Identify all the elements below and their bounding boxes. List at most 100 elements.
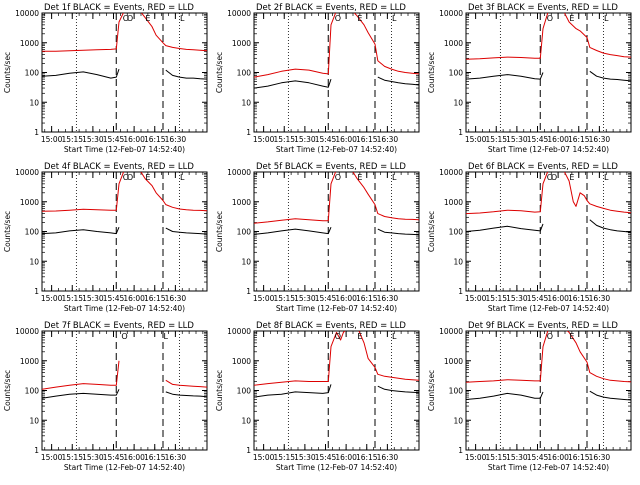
top-marker: O xyxy=(335,173,341,182)
y-tick-label: 100 xyxy=(237,69,252,78)
chart-title: Det 1f BLACK = Events, RED = LLD xyxy=(44,3,194,13)
top-marker: O xyxy=(335,332,341,341)
y-axis-label: Counts/sec xyxy=(427,52,436,93)
x-tick-label: 16:30 xyxy=(165,453,187,462)
x-axis-label: Start Time (12-Feb-07 14:52:40) xyxy=(64,463,185,472)
y-axis-label: Counts/sec xyxy=(3,211,12,252)
top-marker: O xyxy=(547,173,553,182)
chart-title: Det 9f BLACK = Events, RED = LLD xyxy=(468,321,618,331)
series-line-lld xyxy=(254,172,419,224)
x-tick-label: 16:15 xyxy=(144,135,166,144)
top-marker: O xyxy=(547,332,553,341)
series-line-lld xyxy=(42,172,207,212)
x-tick-label: 16:30 xyxy=(377,294,399,303)
chart-title: Det 5f BLACK = Events, RED = LLD xyxy=(256,162,406,172)
x-tick-label: 15:30 xyxy=(294,135,316,144)
x-tick-label: 15:30 xyxy=(82,453,104,462)
top-marker: L xyxy=(604,332,609,341)
x-tick-label: 15:15 xyxy=(485,453,507,462)
series-line-lld xyxy=(466,13,631,60)
x-tick-label: 16:15 xyxy=(356,294,378,303)
x-tick-label: 15:45 xyxy=(315,453,337,462)
x-axis-label: Start Time (12-Feb-07 14:52:40) xyxy=(276,463,397,472)
series-layer xyxy=(42,172,207,235)
panel-4: Det 4f BLACK = Events, RED = LLD Counts/s… xyxy=(3,162,208,313)
top-marker: O xyxy=(551,173,557,182)
chart-title: Det 2f BLACK = Events, RED = LLD xyxy=(256,3,406,13)
x-axis-label: Start Time (12-Feb-07 14:52:40) xyxy=(64,304,185,313)
x-tick-label: 15:15 xyxy=(273,294,295,303)
y-tick-label: 100 xyxy=(237,387,252,396)
x-axis-label: Start Time (12-Feb-07 14:52:40) xyxy=(488,304,609,313)
top-marker: L xyxy=(604,14,609,23)
x-tick-label: 15:00 xyxy=(253,135,275,144)
series-line-lld xyxy=(42,360,207,390)
top-marker: O xyxy=(121,332,127,341)
x-tick-label: 16:15 xyxy=(144,453,166,462)
series-layer xyxy=(466,13,631,82)
x-tick-label: 15:45 xyxy=(103,453,125,462)
x-tick-label: 16:00 xyxy=(547,135,569,144)
x-axis-label: Start Time (12-Feb-07 14:52:40) xyxy=(488,463,609,472)
top-marker: L xyxy=(180,14,185,23)
y-tick-label: 10000 xyxy=(227,327,251,336)
y-tick-label: 10 xyxy=(453,98,463,107)
panel-3: Det 3f BLACK = Events, RED = LLD Counts/s… xyxy=(427,3,632,154)
top-marker: O xyxy=(127,14,133,23)
y-tick-label: 10000 xyxy=(439,9,463,18)
x-tick-label: 16:15 xyxy=(568,135,590,144)
x-axis-label: Start Time (12-Feb-07 14:52:40) xyxy=(64,145,185,154)
x-tick-label: 15:00 xyxy=(253,294,275,303)
x-tick-label: 15:15 xyxy=(61,294,83,303)
chart-title: Det 3f BLACK = Events, RED = LLD xyxy=(468,3,618,13)
top-marker: L xyxy=(392,173,397,182)
y-tick-label: 1000 xyxy=(444,39,463,48)
y-tick-label: 1 xyxy=(34,446,39,455)
y-tick-label: 100 xyxy=(25,228,40,237)
x-tick-label: 15:30 xyxy=(506,135,528,144)
x-tick-label: 15:45 xyxy=(315,135,337,144)
chart-title: Det 4f BLACK = Events, RED = LLD xyxy=(44,162,194,172)
series-line-events xyxy=(466,70,631,82)
y-tick-label: 10 xyxy=(241,257,251,266)
x-tick-label: 16:30 xyxy=(589,135,611,144)
y-tick-label: 10 xyxy=(241,416,251,425)
y-tick-label: 100 xyxy=(449,228,464,237)
series-line-events xyxy=(466,390,631,401)
x-tick-label: 16:00 xyxy=(335,135,357,144)
top-marker: O xyxy=(335,14,341,23)
series-layer xyxy=(254,172,419,236)
y-tick-label: 1 xyxy=(458,287,463,296)
y-tick-label: 10000 xyxy=(439,168,463,177)
y-tick-label: 10 xyxy=(241,98,251,107)
y-tick-label: 10000 xyxy=(227,9,251,18)
x-tick-label: 15:45 xyxy=(527,453,549,462)
y-axis-label: Counts/sec xyxy=(3,52,12,93)
x-tick-label: 16:00 xyxy=(335,294,357,303)
y-tick-label: 10 xyxy=(29,98,39,107)
y-tick-label: 1000 xyxy=(444,357,463,366)
x-tick-label: 15:30 xyxy=(506,294,528,303)
y-tick-label: 10000 xyxy=(15,168,39,177)
series-line-lld xyxy=(254,331,419,386)
top-marker: E xyxy=(569,332,574,341)
x-tick-label: 16:15 xyxy=(144,294,166,303)
plot-frame xyxy=(465,171,632,292)
x-tick-label: 15:00 xyxy=(253,453,275,462)
y-tick-label: 1000 xyxy=(232,357,251,366)
y-tick-label: 10000 xyxy=(439,327,463,336)
x-tick-label: 16:30 xyxy=(589,294,611,303)
chart-title: Det 6f BLACK = Events, RED = LLD xyxy=(468,162,618,172)
plot-frame xyxy=(41,330,208,451)
y-axis-label: Counts/sec xyxy=(3,370,12,411)
x-tick-label: 15:00 xyxy=(41,135,63,144)
x-tick-label: 15:00 xyxy=(465,294,487,303)
y-tick-label: 100 xyxy=(25,69,40,78)
chart-title: Det 7f BLACK = Events, RED = LLD xyxy=(44,321,194,331)
x-tick-label: 15:45 xyxy=(315,294,337,303)
x-tick-label: 15:00 xyxy=(41,294,63,303)
series-layer xyxy=(466,172,631,233)
top-marker: O xyxy=(547,14,553,23)
